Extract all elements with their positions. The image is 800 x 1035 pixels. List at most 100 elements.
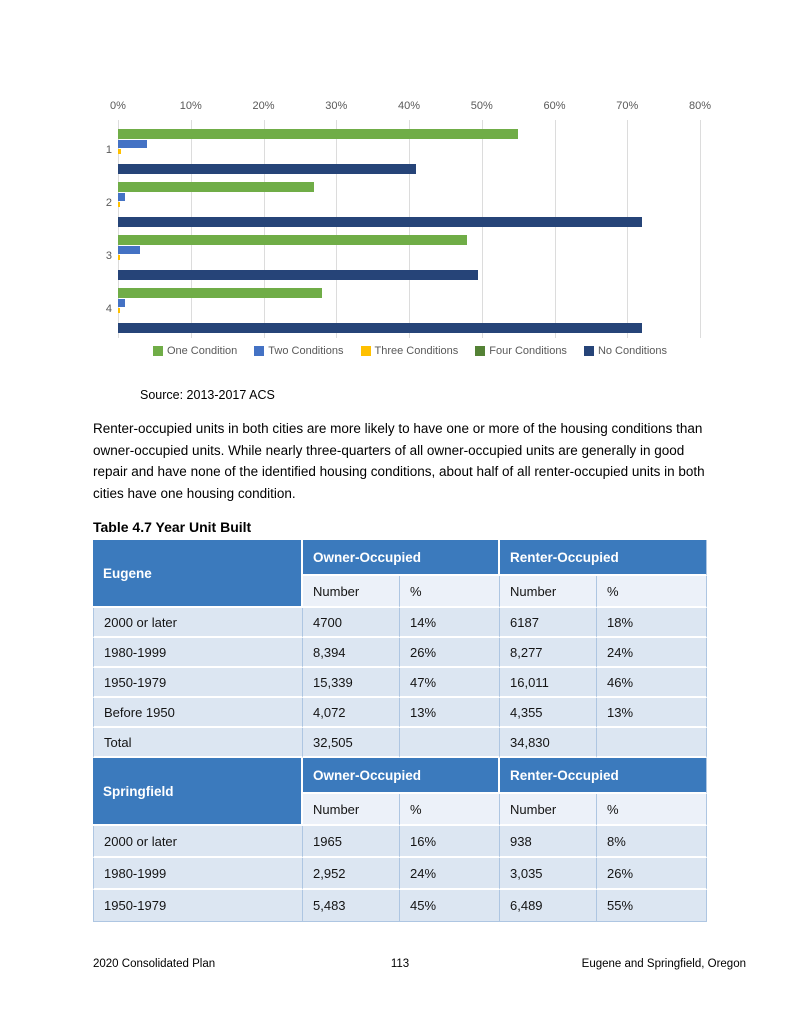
chart-gridline [700,120,701,338]
x-axis-tick-label: 0% [110,100,126,112]
value-cell: 16% [400,826,500,858]
row-label-cell: 2000 or later [93,826,303,858]
x-axis-tick-label: 20% [252,100,275,112]
value-cell: 4700 [303,608,400,638]
table-row: 1980-1999 8,394 26% 8,277 24% [93,638,707,668]
legend-swatch-icon [360,346,371,356]
bar-three-conditions [118,254,121,260]
value-cell: 24% [400,858,500,890]
table-row: Before 1950 4,072 13% 4,355 13% [93,698,707,728]
legend-label: No Conditions [597,345,668,357]
year-unit-built-table: Eugene Owner-Occupied Renter-Occupied Numbe… [93,540,707,922]
x-axis-tick-label: 30% [325,100,348,112]
group-header-cell: Owner-Occupied [303,758,500,794]
x-axis-tick-label: 10% [179,100,202,112]
bar-two-conditions [118,245,140,254]
value-cell: 18% [597,608,707,638]
body-paragraph: Renter-occupied units in both cities are… [93,421,705,501]
value-cell: 3,035 [500,858,597,890]
chart-gridline [263,120,265,338]
value-cell [400,728,500,758]
legend-label: One Condition [166,345,238,357]
table-row: 2000 or later 1965 16% 938 8% [93,826,707,858]
y-axis-category-label: 1 [105,144,112,156]
group-header-cell: Renter-Occupied [500,758,707,794]
year-unit-built-table-wrap: Eugene Owner-Occupied Renter-Occupied Numbe… [93,540,707,922]
legend-swatch-icon [254,346,265,356]
chart-gridline [336,120,338,338]
bar-two-conditions [118,139,148,148]
bar-two-conditions [118,298,126,307]
footer-location: Eugene and Springfield, Oregon [581,958,746,970]
chart-gridline [627,120,629,338]
y-axis-category-label: 3 [105,250,112,262]
subheader-cell: % [400,576,500,608]
legend-swatch-icon [583,346,594,356]
bar-no-conditions [118,216,642,227]
value-cell: 26% [400,638,500,668]
subheader-cell: % [400,794,500,826]
legend-label: Three Conditions [374,345,459,357]
legend-label: Four Conditions [489,345,567,357]
bar-no-conditions [118,269,479,280]
table-row: 1950-1979 5,483 45% 6,489 55% [93,890,707,922]
legend-item: No Conditions [583,345,668,357]
legend-item: One Condition [152,345,238,357]
x-axis-tick-label: 40% [397,100,421,112]
value-cell: 45% [400,890,500,922]
table-title: Table 4.7 Year Unit Built [93,519,252,535]
year-unit-built-table-body: Eugene Owner-Occupied Renter-Occupied Numbe… [93,540,707,922]
value-cell: 8,277 [500,638,597,668]
bar-three-conditions [118,148,121,154]
subheader-cell: Number [303,794,400,826]
value-cell: 1965 [303,826,400,858]
y-axis-category-label: 2 [105,197,112,209]
section-name-cell: Springfield [93,758,303,826]
value-cell: 13% [597,698,707,728]
row-label-cell: Total [93,728,303,758]
table-section-header-row: Eugene Owner-Occupied Renter-Occupied [93,540,707,608]
bar-one-condition [118,288,322,298]
value-cell: 26% [597,858,707,890]
bar-one-condition [118,182,315,192]
x-axis-tick-label: 50% [470,100,493,112]
subheader-cell: % [597,794,707,826]
subheader-cell: Number [303,576,400,608]
y-axis-category-label: 4 [105,303,112,315]
row-label-cell: 1950-1979 [93,668,303,698]
value-cell: 2,952 [303,858,400,890]
bar-two-conditions [118,192,126,201]
value-cell: 4,072 [303,698,400,728]
table-subheader-row: Number% Number% [93,794,707,826]
x-axis-tick-label: 80% [688,100,712,112]
table-row: 2000 or later 4700 14% 6187 18% [93,608,707,638]
value-cell [597,728,707,758]
table-row: 1950-1979 15,339 47% 16,011 46% [93,668,707,698]
value-cell: 34,830 [500,728,597,758]
bar-no-conditions [118,322,642,333]
value-cell: 6,489 [500,890,597,922]
value-cell: 24% [597,638,707,668]
bar-one-condition [118,235,468,245]
row-label-cell: Before 1950 [93,698,303,728]
value-cell: 15,339 [303,668,400,698]
row-label-cell: 1980-1999 [93,858,303,890]
chart-legend: One Condition Two Conditions Three Conditi… [90,345,730,357]
row-label-cell: 2000 or later [93,608,303,638]
legend-swatch-icon [475,346,486,356]
value-cell: 14% [400,608,500,638]
bar-three-conditions [118,201,121,207]
bar-no-conditions [118,163,417,174]
subheader-cell: % [597,576,707,608]
legend-label: Two Conditions [268,345,344,357]
value-cell: 16,011 [500,668,597,698]
value-cell: 8% [597,826,707,858]
legend-item: Three Conditions [360,345,459,357]
footer-page-number: 113 [390,958,410,970]
chart-gridline [554,120,556,338]
table-row: 1980-1999 2,952 24% 3,035 26% [93,858,707,890]
section-name-cell: Eugene [93,540,303,608]
chart-source-note: Source: 2013-2017 ACS [140,388,275,402]
table-section-header-row: Springfield Owner-Occupied Renter-Occupied [93,758,707,826]
